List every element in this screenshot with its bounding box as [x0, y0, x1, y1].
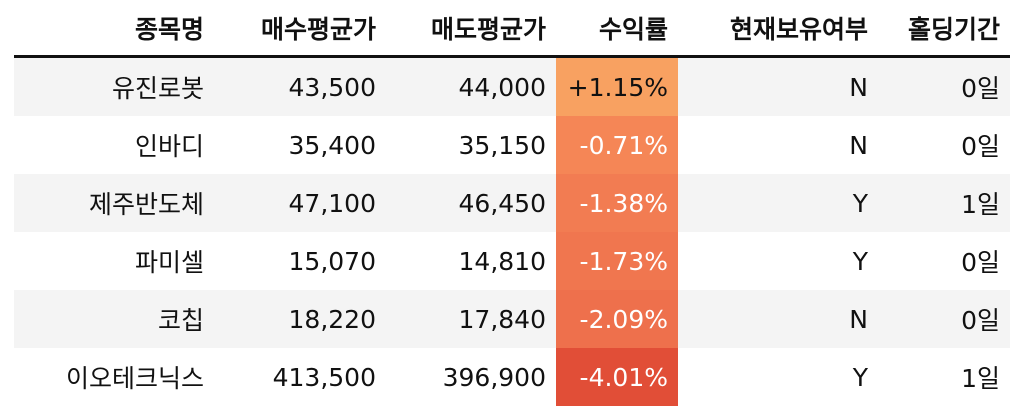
- table-row: 제주반도체 47,100 46,450 -1.38% Y 1일: [14, 174, 1010, 232]
- cell-sell-avg: 14,810: [458, 246, 546, 276]
- cell-sell-avg: 396,900: [442, 362, 546, 392]
- cell-sell-avg: 46,450: [458, 188, 546, 218]
- cell-buy-avg: 413,500: [272, 362, 376, 392]
- header-holding: 현재보유여부: [729, 14, 868, 44]
- cell-return: -1.73%: [556, 232, 678, 290]
- cell-return: -0.71%: [556, 116, 678, 174]
- cell-sell-avg: 44,000: [458, 72, 546, 102]
- cell-holding: Y: [852, 246, 868, 276]
- cell-holding: Y: [852, 362, 868, 392]
- cell-holding: Y: [852, 188, 868, 218]
- cell-sell-avg: 35,150: [458, 130, 546, 160]
- table-row: 인바디 35,400 35,150 -0.71% N 0일: [14, 116, 1010, 174]
- cell-buy-avg: 43,500: [288, 72, 376, 102]
- cell-days: 1일: [961, 190, 1000, 219]
- header-return: 수익률: [598, 14, 668, 44]
- header-days: 홀딩기간: [907, 14, 1000, 44]
- cell-name: 파미셀: [134, 248, 204, 277]
- cell-holding: N: [849, 72, 868, 102]
- cell-return: -1.38%: [556, 174, 678, 232]
- cell-buy-avg: 47,100: [288, 188, 376, 218]
- cell-days: 0일: [961, 132, 1000, 161]
- cell-days: 1일: [961, 364, 1000, 393]
- cell-return: -4.01%: [556, 348, 678, 406]
- table-row: 코칩 18,220 17,840 -2.09% N 0일: [14, 290, 1010, 348]
- cell-return: -2.09%: [556, 290, 678, 348]
- trade-table: 종목명 매수평균가 매도평균가 수익률 현재보유여부 홀딩기간 유진로봇 43,…: [14, 0, 1010, 406]
- cell-buy-avg: 15,070: [288, 246, 376, 276]
- cell-return: +1.15%: [556, 58, 678, 116]
- cell-sell-avg: 17,840: [458, 304, 546, 334]
- cell-name: 코칩: [157, 306, 204, 335]
- table-row: 파미셀 15,070 14,810 -1.73% Y 0일: [14, 232, 1010, 290]
- cell-buy-avg: 18,220: [288, 304, 376, 334]
- cell-name: 유진로봇: [111, 74, 204, 103]
- header-name: 종목명: [134, 14, 204, 44]
- header-sell-avg: 매도평균가: [430, 14, 546, 44]
- cell-name: 제주반도체: [88, 190, 204, 219]
- cell-name: 인바디: [134, 132, 204, 161]
- cell-holding: N: [849, 304, 868, 334]
- cell-days: 0일: [961, 248, 1000, 277]
- table-row: 이오테크닉스 413,500 396,900 -4.01% Y 1일: [14, 348, 1010, 406]
- cell-buy-avg: 35,400: [288, 130, 376, 160]
- cell-days: 0일: [961, 74, 1000, 103]
- cell-holding: N: [849, 130, 868, 160]
- table-header: 종목명 매수평균가 매도평균가 수익률 현재보유여부 홀딩기간: [14, 0, 1010, 58]
- cell-days: 0일: [961, 306, 1000, 335]
- header-buy-avg: 매수평균가: [260, 14, 376, 44]
- table-row: 유진로봇 43,500 44,000 +1.15% N 0일: [14, 58, 1010, 116]
- cell-name: 이오테크닉스: [65, 364, 204, 393]
